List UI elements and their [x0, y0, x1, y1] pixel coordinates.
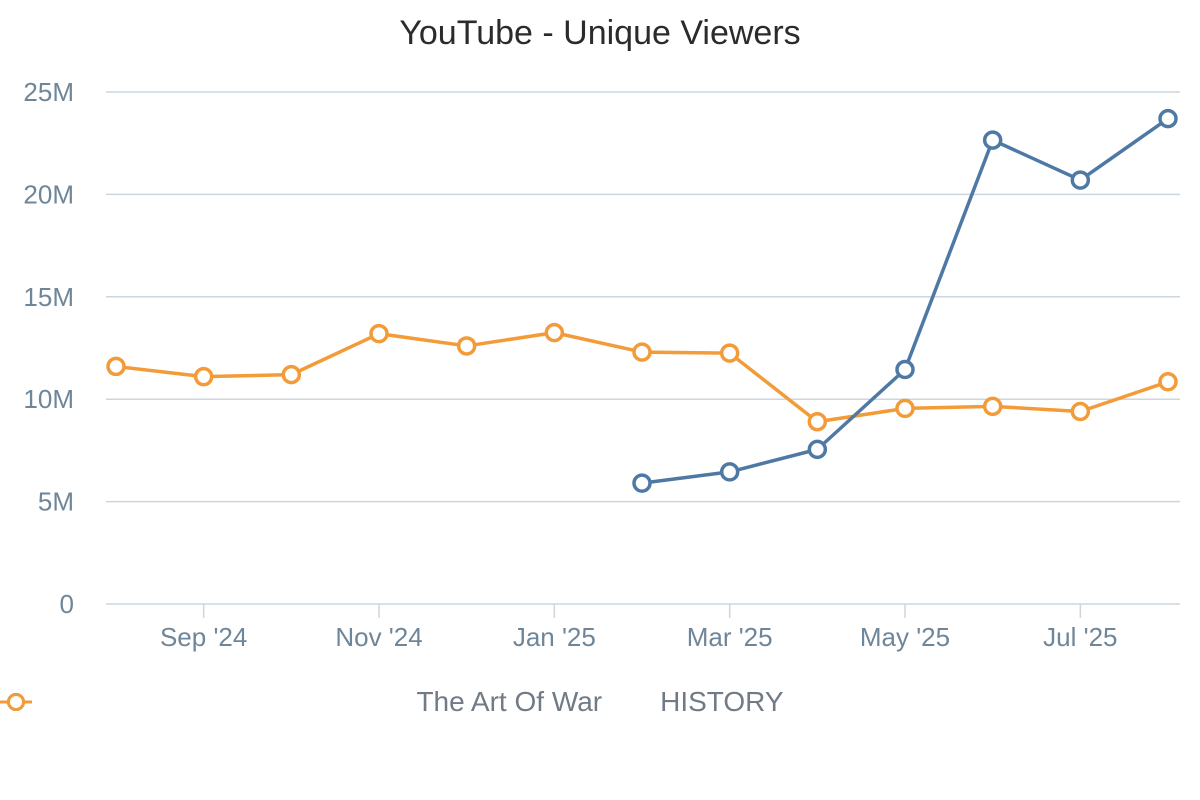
- x-tick-label: Jan '25: [513, 622, 596, 652]
- y-tick-label: 25M: [23, 77, 74, 107]
- x-tick-label: Mar '25: [687, 622, 773, 652]
- data-point-history: [632, 342, 652, 362]
- y-tick-label: 15M: [23, 282, 74, 312]
- series-line-the-art-of-war: [640, 116, 1170, 485]
- data-point-the-art-of-war: [719, 462, 740, 482]
- data-point-history: [281, 364, 302, 385]
- chart-title: YouTube - Unique Viewers: [399, 14, 801, 52]
- data-point-history: [807, 411, 828, 432]
- x-tick-label: Nov '24: [335, 622, 422, 652]
- data-point-history: [1070, 401, 1091, 422]
- data-point-history: [895, 398, 915, 419]
- data-point-the-art-of-war: [1070, 170, 1091, 190]
- data-point-the-art-of-war: [895, 359, 915, 380]
- legend-label-art-of-war: The Art Of War: [416, 686, 603, 717]
- y-tick-label: 20M: [23, 179, 74, 209]
- data-point-history: [719, 343, 740, 363]
- x-tick-label: Sep '24: [160, 622, 247, 652]
- data-point-history: [106, 356, 126, 377]
- y-tick-label: 0: [60, 589, 74, 619]
- legend-item-art-of-war[interactable]: The Art Of War: [0, 686, 603, 718]
- x-tick-label: Jul '25: [1043, 622, 1117, 652]
- data-point-history: [193, 366, 214, 387]
- legend-label-history: HISTORY: [660, 686, 784, 717]
- data-point-the-art-of-war: [632, 473, 652, 493]
- data-point-history: [1158, 372, 1178, 392]
- data-point-the-art-of-war: [807, 439, 828, 460]
- data-point-history: [982, 396, 1003, 417]
- x-tick-label: May '25: [860, 622, 950, 652]
- y-tick-label: 10M: [23, 384, 74, 414]
- data-point-history: [456, 336, 477, 356]
- legend: The Art Of War HISTORY: [0, 686, 1200, 718]
- data-point-history: [369, 323, 389, 344]
- data-point-the-art-of-war: [982, 130, 1003, 150]
- legend-marker-history: [0, 693, 32, 711]
- data-point-the-art-of-war: [1158, 108, 1178, 129]
- data-point-history: [544, 322, 565, 343]
- legend-item-history[interactable]: HISTORY: [0, 686, 784, 718]
- y-tick-label: 5M: [38, 487, 74, 517]
